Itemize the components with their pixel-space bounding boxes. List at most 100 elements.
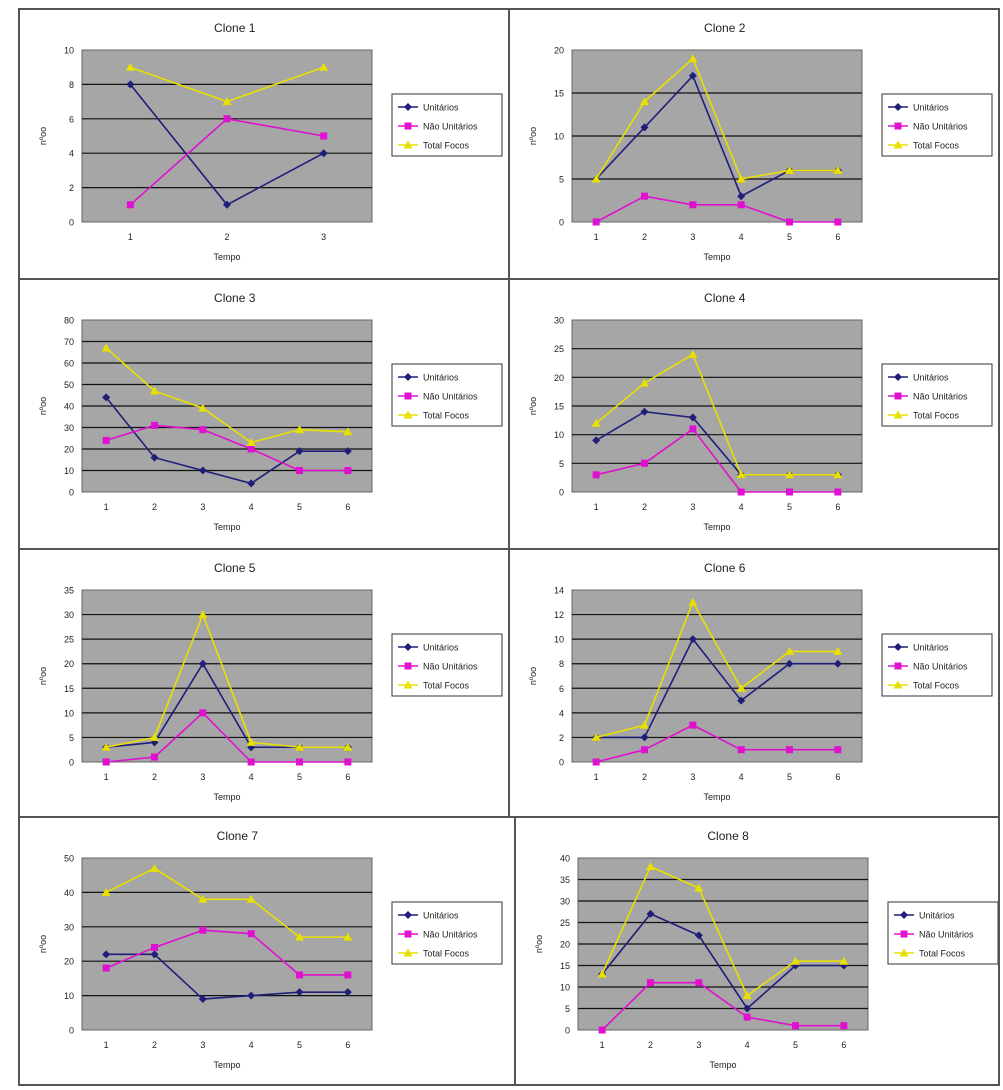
y-tick-label: 4 <box>559 708 564 718</box>
data-point <box>640 733 649 742</box>
y-tick-label: 5 <box>559 175 564 185</box>
y-tick-label: 5 <box>559 459 564 469</box>
series-line <box>105 396 348 485</box>
x-axis-label: Tempo <box>213 1060 240 1070</box>
legend-label: Unitários <box>423 643 459 653</box>
legend-marker <box>893 680 903 689</box>
data-point <box>101 343 111 352</box>
data-point <box>246 894 256 903</box>
y-axis-label: nºoo <box>528 127 538 145</box>
chart-panel-5: Clone 5 0 5 10 15 20 25 30 35 1 2 3 4 5 6 Tempo nºoo Unit… <box>19 549 509 817</box>
legend-label: Total Focos <box>423 141 470 151</box>
x-tick-label: 6 <box>835 502 840 512</box>
data-point <box>736 683 746 692</box>
data-point <box>592 218 600 226</box>
y-tick-label: 10 <box>554 132 564 142</box>
data-point <box>223 115 231 123</box>
y-tick-label: 20 <box>554 373 564 383</box>
data-point <box>785 646 794 655</box>
plot-area <box>81 589 373 763</box>
data-point <box>343 742 353 751</box>
chart-panel-6: Clone 6 0 2 4 6 8 10 12 14 1 2 3 4 5 6 Tempo nºoo Unitári… <box>509 549 999 817</box>
x-tick-label: 5 <box>297 1040 302 1050</box>
legend-label: Não Unitários <box>423 122 478 132</box>
data-point <box>295 988 304 997</box>
x-axis-label: Tempo <box>703 252 730 262</box>
y-tick-label: 25 <box>554 344 564 354</box>
y-tick-label: 10 <box>554 430 564 440</box>
y-tick-label: 35 <box>560 875 570 885</box>
data-point <box>150 732 159 741</box>
x-tick-label: 5 <box>787 232 792 242</box>
data-point <box>833 165 843 174</box>
data-point <box>695 979 703 987</box>
y-tick-label: 20 <box>560 940 570 950</box>
x-tick-label: 3 <box>696 1040 701 1050</box>
data-point <box>688 71 697 80</box>
data-point <box>646 862 655 871</box>
series-line <box>106 953 348 1000</box>
data-point <box>151 943 158 951</box>
data-point <box>343 447 352 456</box>
data-point <box>737 192 746 201</box>
y-tick-label: 20 <box>554 46 564 56</box>
data-point <box>246 737 256 746</box>
x-tick-label: 1 <box>600 1040 605 1050</box>
data-point <box>126 80 135 89</box>
data-point <box>247 758 255 766</box>
legend-marker <box>893 140 903 149</box>
y-tick-label: 10 <box>64 708 74 718</box>
series-line <box>595 57 838 180</box>
legend-marker <box>894 122 902 130</box>
legend-label: Não Unitários <box>423 662 478 672</box>
chart-svg-3: Clone 3 0 10 20 30 40 50 60 70 80 1 2 3 4 5 6 Tempo nºoo U… <box>38 291 503 532</box>
legend-marker <box>404 103 412 111</box>
legend-marker <box>900 911 908 919</box>
x-tick-label: 1 <box>594 502 599 512</box>
data-point <box>694 931 703 940</box>
legend-marker <box>404 930 412 938</box>
x-tick-label: 3 <box>200 772 205 782</box>
data-point <box>840 1022 848 1030</box>
x-tick-label: 2 <box>152 1040 157 1050</box>
y-axis-label: nºoo <box>528 667 538 685</box>
legend-marker <box>899 948 909 957</box>
y-tick-label: 0 <box>69 758 74 768</box>
data-point <box>198 403 208 412</box>
chart-svg-4: Clone 4 0 5 10 15 20 25 30 1 2 3 4 5 6 Tempo nºoo Unitár… <box>528 291 993 532</box>
y-tick-label: 25 <box>64 635 74 645</box>
chart-title: Clone 2 <box>704 21 746 35</box>
data-point <box>785 659 794 668</box>
y-tick-label: 60 <box>64 359 74 369</box>
y-tick-label: 4 <box>69 149 74 159</box>
x-axis-label: Tempo <box>213 252 240 262</box>
legend-marker <box>900 930 908 938</box>
data-point <box>785 470 794 479</box>
data-point <box>688 597 698 606</box>
data-point <box>343 988 352 997</box>
data-point <box>343 932 353 941</box>
data-point <box>737 746 745 754</box>
legend-marker <box>403 140 413 149</box>
series-line <box>596 637 838 739</box>
data-point <box>833 646 843 655</box>
data-point <box>597 969 607 978</box>
chart-panel-1: Clone 1 0 2 4 6 8 10 1 2 3 Tempo nºoo Unitários Não U… <box>19 9 509 279</box>
data-point <box>199 426 207 434</box>
legend-label: Não Unitários <box>919 930 974 940</box>
x-axis-label: Tempo <box>703 792 730 802</box>
data-point <box>150 950 159 959</box>
chart-grid: Clone 1 0 2 4 6 8 10 1 2 3 Tempo nºoo Unitários Não U… <box>18 8 1000 1086</box>
x-tick-label: 3 <box>321 232 326 242</box>
legend-label: Total Focos <box>913 681 960 691</box>
y-tick-label: 0 <box>559 758 564 768</box>
data-point <box>736 470 746 479</box>
x-tick-label: 2 <box>224 232 229 242</box>
data-point <box>591 174 601 183</box>
data-point <box>247 479 256 488</box>
data-point <box>344 467 352 474</box>
legend-label: Unitários <box>913 103 949 113</box>
legend-marker <box>894 103 902 111</box>
y-tick-label: 6 <box>69 114 74 124</box>
y-tick-label: 0 <box>69 218 74 228</box>
